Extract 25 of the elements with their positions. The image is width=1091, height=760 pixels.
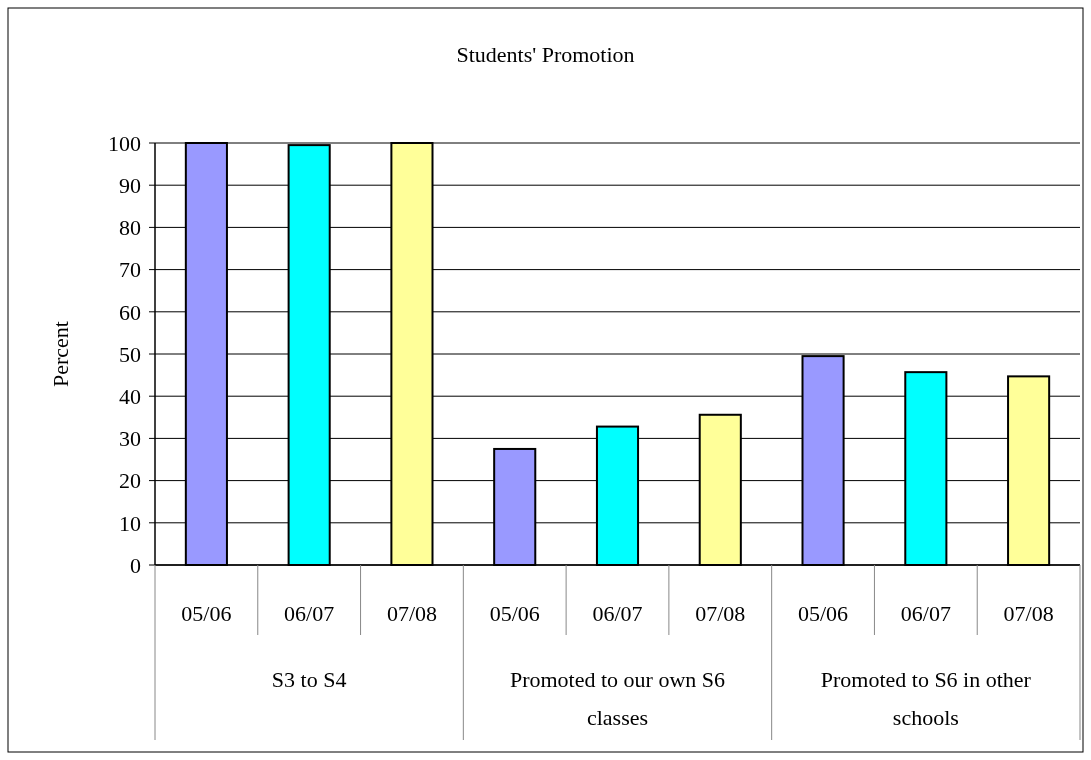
text: 07/08 — [1003, 601, 1054, 626]
y-axis-title: Percent — [48, 321, 73, 387]
y-tick-label: 10 — [119, 510, 141, 536]
text: 06/07 — [900, 601, 951, 626]
y-tick-label: 20 — [119, 468, 141, 494]
y-tick-label: 70 — [119, 257, 141, 283]
series-label: 05/06 — [181, 601, 232, 626]
x-tick-label: Promoted to S6 in other schools — [820, 667, 1032, 730]
y-tick-label: 60 — [119, 299, 141, 325]
x-tick-label: S3 to S4 — [271, 667, 347, 692]
text: 06/07 — [284, 601, 335, 626]
y-tick-label: 50 — [119, 341, 141, 367]
series-label: 07/08 — [695, 601, 746, 626]
y-tick-label: 0 — [130, 552, 141, 578]
y-tick-label: 100 — [108, 130, 141, 156]
text: 07/08 — [386, 601, 438, 626]
chart-title: Students' Promotion — [456, 42, 635, 67]
y-tick-label: 30 — [119, 426, 141, 452]
text: 05/06 — [489, 601, 540, 626]
text: 05/06 — [797, 601, 849, 626]
y-tick-label: 90 — [119, 172, 141, 198]
series-label: 06/07 — [592, 601, 643, 626]
x-tick-label: Promoted to our own S6 classes — [509, 667, 726, 730]
y-tick-label: 40 — [119, 383, 141, 409]
y-tick-label: 80 — [119, 215, 141, 241]
